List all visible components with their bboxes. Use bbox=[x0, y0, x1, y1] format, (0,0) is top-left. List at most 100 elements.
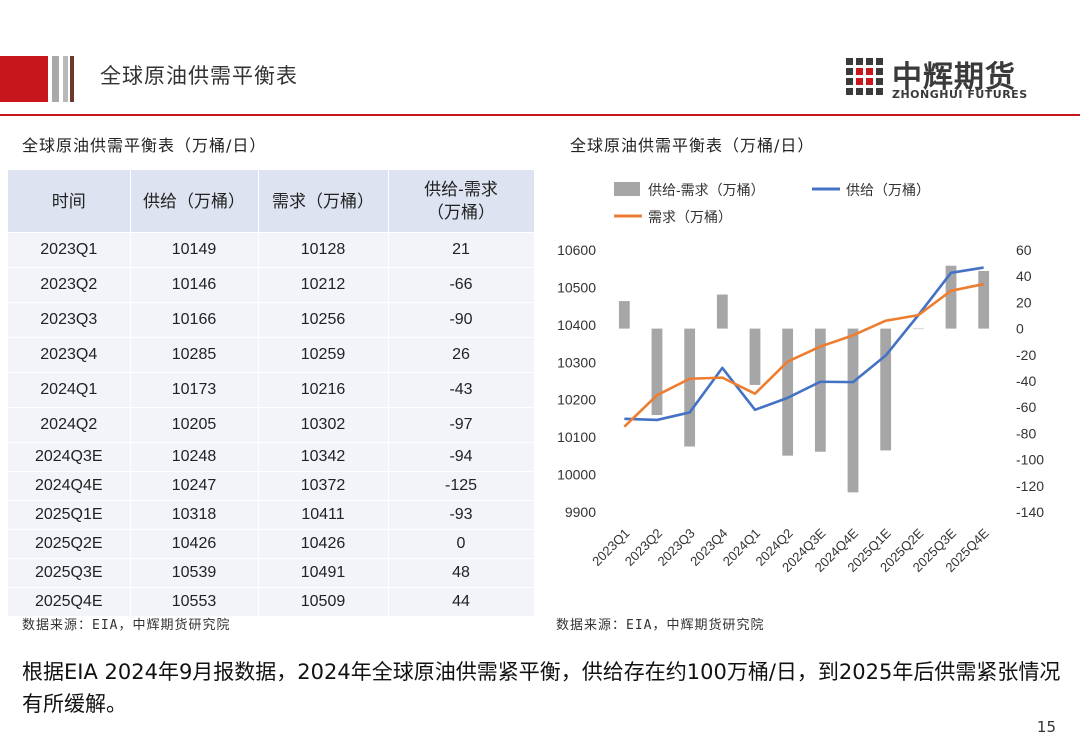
left-axis-tick-label: 10600 bbox=[557, 242, 596, 258]
bar-balance bbox=[749, 328, 761, 385]
cell-time: 2023Q4 bbox=[8, 337, 131, 373]
cell-supply: 10426 bbox=[130, 529, 259, 559]
cell-demand: 10128 bbox=[258, 232, 389, 268]
conclusion-text: 根据EIA 2024年9月报数据，2024年全球原油供需紧平衡，供给存在约100… bbox=[22, 660, 1061, 716]
cell-time: 2025Q1E bbox=[8, 500, 131, 530]
cell-time: 2023Q2 bbox=[8, 267, 131, 303]
cell-balance: -90 bbox=[388, 302, 535, 338]
cell-balance: -94 bbox=[388, 442, 535, 472]
cell-supply: 10248 bbox=[130, 442, 259, 472]
cell-demand: 10216 bbox=[258, 372, 389, 408]
cell-demand: 10302 bbox=[258, 407, 389, 443]
legend-label-demand: 需求（万桶） bbox=[648, 209, 732, 225]
cell-time: 2024Q3E bbox=[8, 442, 131, 472]
cell-supply: 10205 bbox=[130, 407, 259, 443]
bar-balance bbox=[814, 328, 826, 452]
left-axis-tick-label: 10400 bbox=[557, 317, 596, 333]
bar-balance bbox=[618, 301, 630, 329]
header-red-bar bbox=[0, 56, 48, 102]
cell-demand: 10491 bbox=[258, 558, 389, 588]
cell-time: 2023Q3 bbox=[8, 302, 131, 338]
left-axis-tick-label: 10000 bbox=[557, 467, 596, 483]
table-header-row: 时间 供给（万桶） 需求（万桶） 供给-需求 （万桶） bbox=[8, 170, 535, 233]
header-gray-bar bbox=[63, 56, 68, 102]
legend-label-supply: 供给（万桶） bbox=[846, 182, 930, 198]
col-header-supply: 供给（万桶） bbox=[130, 170, 259, 233]
table-title: 全球原油供需平衡表（万桶/日） bbox=[22, 136, 267, 155]
legend-swatch-balance bbox=[614, 182, 640, 196]
col-header-balance: 供给-需求 （万桶） bbox=[388, 170, 535, 233]
right-axis-tick-label: -20 bbox=[1016, 347, 1036, 363]
table-body: 2023Q1 10149 10128 21 2023Q2 10146 10212 -66 202… bbox=[8, 232, 535, 616]
cell-balance: 48 bbox=[388, 558, 535, 588]
right-axis-tick-label: -40 bbox=[1016, 373, 1036, 389]
left-axis-tick-label: 9900 bbox=[565, 504, 596, 520]
cell-balance: 21 bbox=[388, 232, 535, 268]
cell-time: 2024Q4E bbox=[8, 471, 131, 501]
left-axis-tick-label: 10100 bbox=[557, 429, 596, 445]
slide-title: 全球原油供需平衡表 bbox=[100, 64, 298, 88]
cell-supply: 10318 bbox=[130, 500, 259, 530]
cell-demand: 10212 bbox=[258, 267, 389, 303]
cell-supply: 10285 bbox=[130, 337, 259, 373]
line-demand bbox=[623, 282, 984, 428]
page-number: 15 bbox=[1036, 718, 1056, 736]
cell-time: 2025Q4E bbox=[8, 587, 131, 616]
cell-time: 2024Q2 bbox=[8, 407, 131, 443]
bar-balance bbox=[847, 328, 859, 493]
table-row: 2023Q4 10285 10259 26 bbox=[8, 337, 535, 373]
bar-balance bbox=[912, 328, 924, 330]
cell-balance: 44 bbox=[388, 587, 535, 616]
left-axis-tick-label: 10200 bbox=[557, 392, 596, 408]
table-row: 2024Q1 10173 10216 -43 bbox=[8, 372, 535, 408]
balance-table: 时间 供给（万桶） 需求（万桶） 供给-需求 （万桶） 2023Q1 10149 1… bbox=[8, 170, 535, 616]
bar-balance bbox=[716, 294, 728, 329]
cell-demand: 10411 bbox=[258, 500, 389, 530]
left-axis-tick-label: 10500 bbox=[557, 279, 596, 295]
chart-title: 全球原油供需平衡表（万桶/日） bbox=[570, 136, 815, 155]
bar-balance bbox=[978, 270, 990, 329]
bar-balance bbox=[651, 328, 663, 416]
cell-supply: 10539 bbox=[130, 558, 259, 588]
col-header-time: 时间 bbox=[8, 170, 131, 233]
right-axis-tick-label: 20 bbox=[1016, 294, 1032, 310]
bar-balance bbox=[782, 328, 794, 456]
cell-balance: 0 bbox=[388, 529, 535, 559]
cell-balance: 26 bbox=[388, 337, 535, 373]
cell-demand: 10426 bbox=[258, 529, 389, 559]
chart-source: 数据来源：EIA，中辉期货研究院 bbox=[556, 618, 765, 633]
line-supply bbox=[624, 266, 984, 422]
header-divider bbox=[0, 114, 1080, 116]
logo-text-en: ZHONGHUI FUTURES bbox=[892, 88, 1028, 101]
right-axis-tick-label: -100 bbox=[1016, 452, 1044, 468]
table-row: 2024Q2 10205 10302 -97 bbox=[8, 407, 535, 443]
table-source: 数据来源：EIA，中辉期货研究院 bbox=[22, 618, 231, 633]
cell-time: 2023Q1 bbox=[8, 232, 131, 268]
cell-balance: -93 bbox=[388, 500, 535, 530]
cell-supply: 10173 bbox=[130, 372, 259, 408]
right-axis-tick-label: -60 bbox=[1016, 399, 1036, 415]
right-axis-tick-label: -140 bbox=[1016, 504, 1044, 520]
left-axis-tick-label: 10300 bbox=[557, 354, 596, 370]
cell-demand: 10372 bbox=[258, 471, 389, 501]
right-axis-tick-label: 40 bbox=[1016, 268, 1032, 284]
bar-balance bbox=[945, 265, 957, 329]
cell-demand: 10259 bbox=[258, 337, 389, 373]
cell-supply: 10146 bbox=[130, 267, 259, 303]
right-axis-tick-label: -120 bbox=[1016, 478, 1044, 494]
legend-label-balance: 供给-需求（万桶） bbox=[648, 182, 765, 198]
cell-time: 2024Q1 bbox=[8, 372, 131, 408]
cell-demand: 10509 bbox=[258, 587, 389, 616]
cell-supply: 10149 bbox=[130, 232, 259, 268]
col-header-demand: 需求（万桶） bbox=[258, 170, 389, 233]
cell-balance: -97 bbox=[388, 407, 535, 443]
cell-time: 2025Q3E bbox=[8, 558, 131, 588]
table-row: 2025Q1E 10318 10411 -93 bbox=[8, 500, 535, 530]
table-row: 2024Q4E 10247 10372 -125 bbox=[8, 471, 535, 501]
bar-balance bbox=[684, 328, 696, 447]
cell-supply: 10247 bbox=[130, 471, 259, 501]
right-axis-tick-label: 0 bbox=[1016, 321, 1024, 337]
bar-balance bbox=[880, 328, 892, 451]
company-logo: 中辉期货 ZHONGHUI FUTURES bbox=[846, 56, 1028, 106]
balance-chart: 9900 10000 10100 10200 10300 10400 10500 10600 -… bbox=[557, 182, 1044, 575]
